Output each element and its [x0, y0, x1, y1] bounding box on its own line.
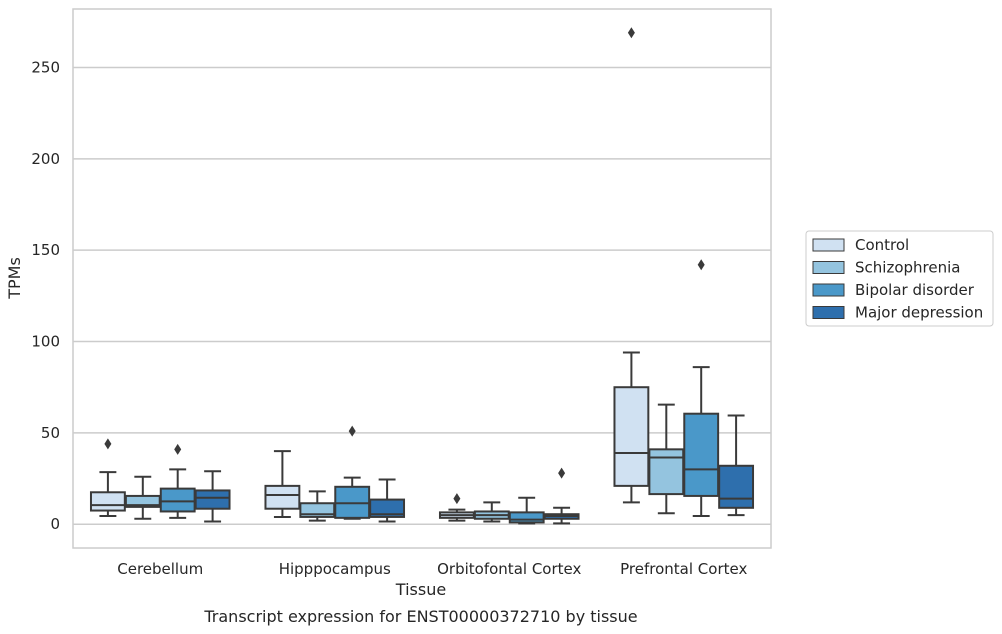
box-iqr: [648, 448, 685, 496]
box-orbitofontal-cortex-major-depression: [543, 467, 580, 525]
box-orbitofontal-cortex-bipolar-disorder: [508, 496, 545, 525]
box-iqr: [508, 511, 545, 524]
x-axis-label: Tissue: [395, 580, 446, 599]
legend: Control Schizophrenia Bipolar disorder Majo…: [805, 230, 994, 327]
outlier-point: [104, 438, 112, 450]
box-cerebellum-control: [89, 438, 126, 518]
x-tick-label: Orbitofontal Cortex: [437, 560, 581, 578]
x-axis-ticks: Cerebellum Hipppocampus Orbitofontal Corte…: [117, 560, 747, 578]
chart-title: Transcript expression for ENST0000037271…: [203, 607, 637, 626]
box-cerebellum-bipolar-disorder: [159, 443, 196, 519]
legend-label: Bipolar disorder: [855, 281, 975, 299]
box-cerebellum-major-depression: [194, 470, 231, 523]
box-iqr: [124, 494, 161, 508]
plot-frame: [72, 8, 772, 549]
box-iqr: [683, 412, 720, 497]
x-tick-label: Hipppocampus: [279, 560, 391, 578]
y-tick-label: 100: [31, 333, 60, 351]
legend-swatch: [812, 261, 845, 274]
box-prefrontal-cortex-major-depression: [718, 414, 755, 517]
box-orbitofontal-cortex-schizophrenia: [473, 501, 510, 523]
outlier-point: [558, 467, 566, 479]
box-orbitofontal-cortex-control: [438, 493, 475, 522]
outlier-point: [453, 493, 461, 505]
y-tick-label: 200: [31, 150, 60, 168]
y-tick-label: 250: [31, 58, 60, 76]
box-iqr: [89, 491, 126, 512]
box-cerebellum-schizophrenia: [124, 475, 161, 520]
x-tick-label: Prefrontal Cortex: [620, 560, 747, 578]
outlier-point: [174, 443, 182, 455]
outlier-point: [697, 259, 705, 271]
legend-label: Schizophrenia: [855, 259, 960, 277]
y-tick-label: 0: [50, 515, 60, 533]
outlier-point: [627, 27, 635, 39]
box-hipppocampus-schizophrenia: [299, 490, 336, 522]
legend-label: Major depression: [855, 304, 983, 322]
outlier-point: [348, 425, 356, 437]
legend-swatch: [812, 283, 845, 297]
box-iqr: [264, 484, 301, 510]
box-iqr: [369, 498, 406, 518]
legend-frame: [805, 230, 994, 327]
box-iqr: [194, 489, 231, 510]
y-tick-label: 50: [41, 424, 60, 442]
y-axis-label: TPMs: [5, 257, 24, 300]
box-hipppocampus-major-depression: [369, 478, 406, 523]
box-iqr: [718, 464, 755, 509]
grid-lines: [73, 66, 771, 525]
box-iqr: [613, 386, 650, 487]
y-axis-ticks: 0 50 100 150 200 250: [31, 58, 60, 533]
x-tick-label: Cerebellum: [117, 560, 203, 578]
box-hipppocampus-control: [264, 450, 301, 518]
legend-label: Control: [855, 236, 909, 254]
plot-area: [89, 27, 755, 525]
legend-swatch: [812, 306, 845, 319]
box-prefrontal-cortex-bipolar-disorder: [683, 259, 720, 518]
y-tick-label: 150: [31, 241, 60, 259]
legend-swatch: [812, 238, 845, 252]
box-hipppocampus-bipolar-disorder: [334, 425, 371, 520]
box-prefrontal-cortex-schizophrenia: [648, 403, 685, 515]
box-iqr: [159, 487, 196, 513]
box-prefrontal-cortex-control: [613, 27, 650, 504]
